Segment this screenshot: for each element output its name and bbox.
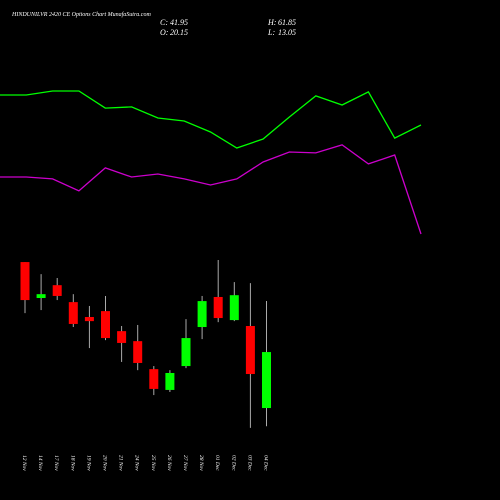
candle-body	[245, 326, 255, 375]
candle-body	[68, 302, 78, 324]
x-tick-label: 20 Nov	[102, 455, 108, 471]
x-tick-label: 19 Nov	[85, 455, 91, 471]
indicator-line	[0, 144, 422, 235]
x-tick-label: 03 Dec	[246, 455, 252, 471]
info-label: H:	[267, 18, 277, 27]
candle-body	[84, 317, 94, 322]
x-tick-label: 21 Nov	[118, 455, 124, 471]
x-tick-label: 18 Nov	[69, 455, 75, 471]
candle-body	[262, 352, 271, 409]
info-value: 61.85	[278, 18, 296, 27]
candle-body	[52, 285, 62, 296]
info-value: 20.15	[170, 28, 188, 37]
indicator-line	[0, 90, 422, 149]
candle-body	[101, 311, 110, 339]
chart-title: HINDUNILVR 2420 CE Options Chart MunafaS…	[11, 11, 151, 18]
candle-body	[229, 295, 239, 321]
x-tick-label: 14 Nov	[37, 455, 44, 471]
info-label: L:	[267, 28, 275, 37]
candle-body	[213, 296, 223, 319]
candle-body	[165, 372, 175, 390]
candle-body	[36, 294, 46, 299]
candle-body	[117, 331, 127, 343]
x-tick-label: 24 Nov	[134, 455, 141, 471]
x-tick-label: 27 Nov	[182, 455, 188, 471]
candle-body	[181, 338, 191, 367]
candle-body	[133, 341, 143, 363]
x-tick-label: 12 Nov	[21, 455, 27, 471]
x-tick-label: 17 Nov	[53, 455, 59, 471]
x-tick-label: 26 Nov	[166, 455, 172, 471]
info-label: C:	[160, 18, 168, 27]
candle-body	[20, 262, 30, 301]
x-tick-label: 04 Dec	[263, 455, 270, 471]
candle-body	[197, 301, 207, 328]
candle-body	[149, 369, 159, 389]
x-tick-label: 01 Dec	[214, 455, 220, 471]
x-tick-label: 25 Nov	[150, 455, 156, 471]
info-value: 13.05	[278, 28, 296, 37]
x-tick-label: 02 Dec	[230, 455, 236, 471]
x-tick-label: 28 Nov	[198, 455, 204, 471]
info-value: 41.95	[170, 18, 188, 27]
info-label: O:	[160, 28, 169, 37]
